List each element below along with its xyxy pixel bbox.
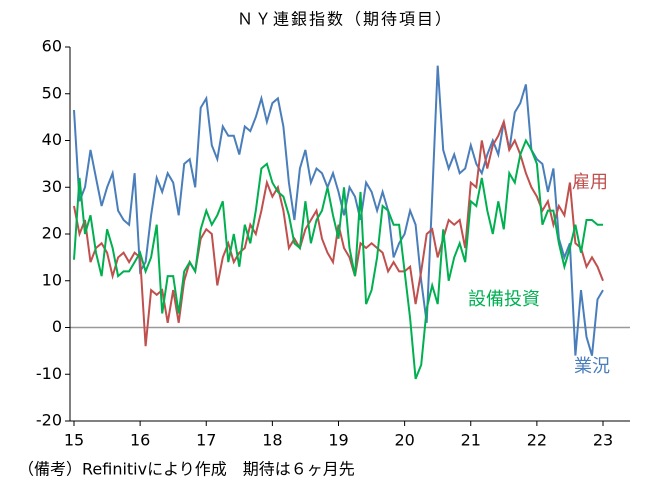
note: （備考）Refinitivにより作成 期待は６ヶ月先: [18, 460, 355, 479]
y-tick-label: 50: [42, 83, 62, 102]
y-tick-label: -10: [36, 364, 62, 383]
x-tick-label: 18: [262, 431, 282, 450]
x-tick-label: 23: [593, 431, 613, 450]
series-line: [73, 118, 604, 347]
y-tick-label: 30: [42, 177, 62, 196]
x-tick-label: 20: [394, 431, 414, 450]
y-tick-label: 10: [42, 270, 62, 289]
x-tick-label: 16: [130, 431, 150, 450]
y-tick-label: 0: [52, 317, 62, 336]
series-label: 業況: [574, 356, 610, 377]
x-tick-label: 19: [328, 431, 348, 450]
x-tick-label: 17: [196, 431, 216, 450]
y-tick-label: 40: [42, 130, 62, 149]
series-label: 雇用: [572, 172, 608, 193]
series-line: [73, 138, 603, 380]
chart-title: ＮＹ連銀指数（期待項目）: [237, 10, 453, 29]
series-line: [73, 65, 604, 356]
y-tick-label: 20: [42, 224, 62, 243]
series-label: 設備投資: [468, 289, 540, 310]
x-tick-label: 21: [461, 431, 481, 450]
x-tick-label: 15: [64, 431, 84, 450]
y-tick-label: 60: [42, 37, 62, 56]
y-tick-label: -20: [36, 411, 62, 430]
x-tick-label: 22: [527, 431, 547, 450]
